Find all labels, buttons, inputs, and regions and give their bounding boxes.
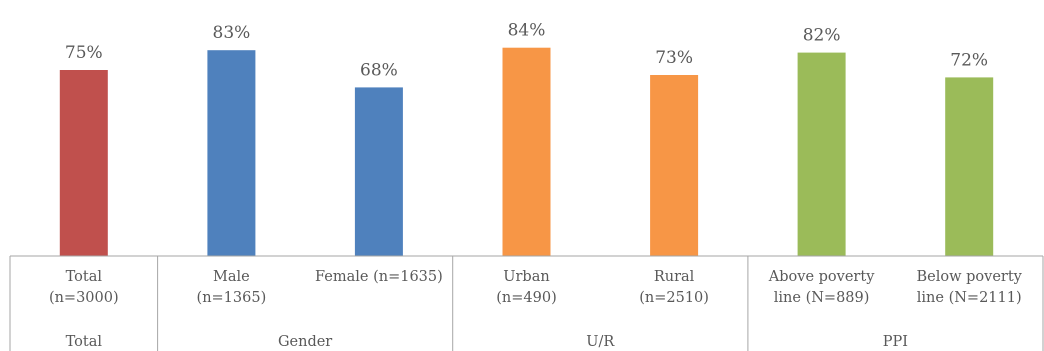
bar-5 xyxy=(650,75,699,256)
category-label-5: Rural (n=2510) xyxy=(639,269,709,306)
group-label-3: U/R xyxy=(586,334,615,350)
bar-4 xyxy=(502,47,551,257)
group-labels: Total Gender U/R PPI xyxy=(66,334,908,350)
category-axis xyxy=(9,255,1044,351)
data-label-5: 73% xyxy=(655,48,693,68)
data-label-1: 75% xyxy=(65,43,103,63)
category-label-7: Below poverty line (N=2111) xyxy=(917,269,1023,306)
category-label-6: Above poverty line (N=889) xyxy=(768,269,875,306)
bars xyxy=(59,47,994,257)
data-labels: 75% 83% 68% 84% 73% 82% 72% xyxy=(65,21,988,81)
data-label-7: 72% xyxy=(950,50,988,70)
category-label-3: Female (n=1635) xyxy=(315,269,443,285)
data-label-4: 84% xyxy=(508,21,546,41)
bar-6 xyxy=(797,52,846,256)
group-label-1: Total xyxy=(66,334,103,350)
data-label-6: 82% xyxy=(803,26,841,46)
bar-7 xyxy=(945,77,994,257)
bar-3 xyxy=(354,87,403,257)
data-label-3: 68% xyxy=(360,60,398,80)
category-tick-labels: Total (n=3000) Male (n=1365) Female (n=1635)… xyxy=(49,269,1023,306)
bar-2 xyxy=(207,50,256,257)
category-label-2: Male (n=1365) xyxy=(197,269,267,306)
group-label-4: PPI xyxy=(883,334,908,350)
group-label-2: Gender xyxy=(278,334,332,350)
category-label-4: Urban (n=490) xyxy=(496,269,556,306)
bar-1 xyxy=(59,70,108,256)
category-label-1: Total (n=3000) xyxy=(49,269,119,306)
data-label-2: 83% xyxy=(213,23,251,43)
